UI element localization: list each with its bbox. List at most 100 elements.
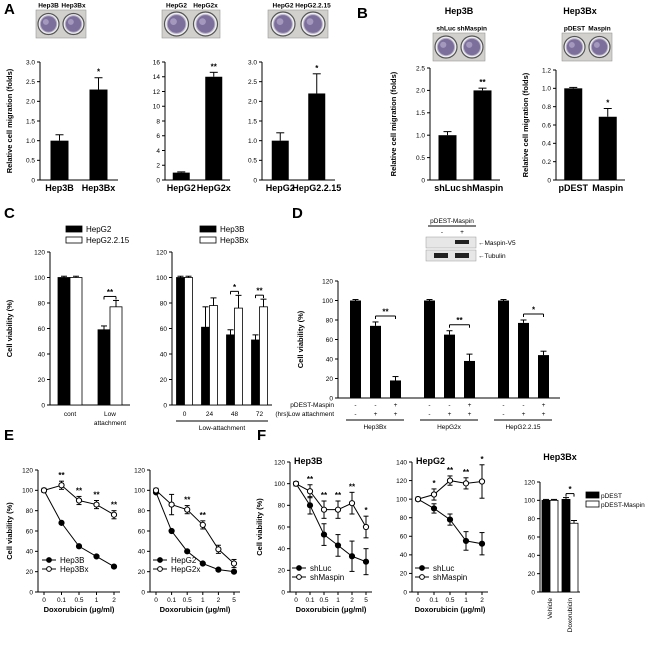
x-tick-label: 0: [416, 597, 420, 604]
data-point: [230, 568, 238, 575]
y-tick-label: 0: [531, 589, 535, 596]
y-tick-label: 14: [153, 74, 161, 81]
legend-marker: [296, 574, 302, 580]
legend-label: shMaspin: [433, 573, 467, 582]
y-tick-label: 20: [38, 377, 46, 384]
data-point: [199, 560, 206, 567]
treatment-sign: -: [502, 402, 504, 409]
treatment-sign: -: [374, 402, 376, 409]
well-highlight: [466, 41, 473, 48]
category-label: Vehicle: [547, 598, 554, 619]
category-label: attachment: [94, 420, 126, 427]
category-label: Maspin: [592, 183, 623, 193]
well-images-b1: [432, 32, 486, 62]
significance-mark: **: [307, 475, 314, 484]
y-tick-label: 0.8: [542, 104, 551, 111]
treatment-sign: -: [354, 402, 356, 409]
panel-label-d: D: [292, 205, 303, 222]
x-axis-label: Doxorubicin (μg/ml): [44, 605, 115, 614]
y-tick-label: 2: [156, 163, 160, 170]
chart-title: Hep3Bx: [543, 452, 577, 462]
panel-label-b: B: [357, 5, 368, 22]
category-label: Doxorubicin: [567, 598, 574, 633]
significance-mark: **: [335, 491, 342, 500]
bar: [473, 90, 492, 180]
y-tick-label: 40: [400, 552, 408, 559]
significance-mark: *: [606, 99, 610, 108]
blot-band: [455, 253, 469, 258]
x-axis-label: Low-attachment: [199, 425, 245, 432]
well-stain: [195, 14, 216, 34]
data-point: [215, 546, 222, 553]
x-tick-label: 0.5: [183, 597, 192, 604]
legend-swatch: [585, 491, 600, 499]
y-tick-label: 40: [138, 549, 146, 556]
data-point: [478, 540, 486, 547]
legend-label: Hep3Bx: [220, 236, 248, 245]
y-axis-label: Relative cell migration (folds): [5, 68, 14, 173]
bar-hepg2: [57, 277, 71, 406]
bar-pdest: [541, 499, 551, 593]
y-tick-label: 0: [31, 177, 35, 184]
y-tick-label: 1.5: [26, 118, 35, 125]
panel-label-f: F: [257, 427, 266, 444]
category-label: HepG2.2.15: [292, 183, 341, 193]
bar: [50, 140, 69, 180]
well-label: pDEST: [564, 26, 585, 33]
data-point: [215, 566, 222, 573]
y-tick-label: 120: [524, 479, 535, 486]
legend-label: HepG2.2.15: [86, 236, 130, 245]
data-point: [362, 558, 370, 565]
y-tick-label: 0.6: [542, 122, 551, 129]
bar: [498, 300, 509, 398]
bar-pdest-maspin: [569, 522, 579, 593]
category-label: shMaspin: [462, 183, 504, 193]
x-tick-label: 1: [95, 597, 99, 604]
y-tick-label: 0: [547, 177, 551, 184]
y-tick-label: 2.0: [416, 88, 425, 95]
y-tick-label: 40: [160, 351, 168, 358]
bar-hep3b: [176, 277, 185, 406]
x-tick-label: 0.5: [74, 597, 83, 604]
treatment-sign: +: [542, 402, 546, 409]
y-tick-label: 0.5: [416, 155, 425, 162]
chart-title: Hep3B: [445, 6, 474, 16]
significance-mark: *: [364, 506, 368, 515]
chart-title: HepG2: [416, 456, 445, 466]
treatment-sign: -: [428, 402, 430, 409]
category-label: HepG2.2.15: [505, 424, 540, 431]
well-label: HepG2: [273, 3, 294, 10]
data-point: [58, 482, 65, 489]
bar: [308, 93, 326, 180]
legend-swatch: [585, 500, 600, 508]
bar-pdest: [561, 499, 571, 593]
x-tick-label: 0: [42, 597, 46, 604]
well-images-a2: [161, 9, 221, 39]
y-tick-label: 100: [134, 488, 145, 495]
category-label: 48: [231, 411, 239, 418]
x-tick-label: 0.1: [57, 597, 66, 604]
y-tick-label: 60: [400, 534, 408, 541]
significance-mark: **: [58, 471, 65, 480]
y-tick-label: 0: [156, 177, 160, 184]
treatment-sign: +: [448, 411, 452, 418]
data-point: [75, 497, 83, 504]
category-label: 24: [206, 411, 214, 418]
series-line-shmaspin: [295, 483, 367, 528]
chart-D1: pDEST-Maspin - + ←Maspin-V5 ←Tubulin 0 20 40 60 8…: [288, 218, 560, 431]
x-tick-label: 0: [294, 597, 298, 604]
well-stain: [39, 15, 58, 33]
legend-marker: [46, 557, 52, 563]
treatment-sign: -: [522, 402, 524, 409]
data-point: [478, 478, 486, 485]
y-tick-label: 8: [156, 118, 160, 125]
treatment-sign: +: [522, 411, 526, 418]
data-point: [184, 548, 191, 555]
chart-title: Hep3Bx: [563, 6, 597, 16]
significance-mark: **: [321, 491, 328, 500]
data-point: [199, 521, 206, 529]
y-tick-label: 120: [156, 249, 167, 256]
category-label: Hep3Bx: [363, 424, 387, 431]
